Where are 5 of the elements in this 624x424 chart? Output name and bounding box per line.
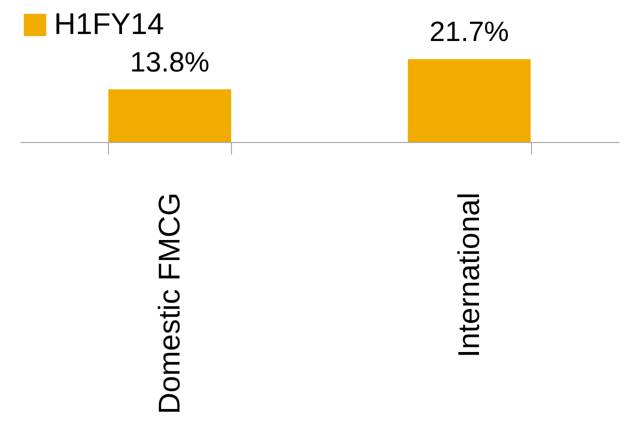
data-label: 21.7%	[430, 16, 509, 48]
legend-label: H1FY14	[54, 8, 164, 41]
x-tick-label: International	[452, 192, 486, 358]
x-tick-label: Domestic FMCG	[153, 192, 186, 414]
data-label: 13.8%	[130, 46, 210, 78]
